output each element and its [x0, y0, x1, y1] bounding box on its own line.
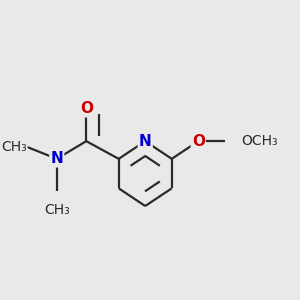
- Text: CH₃: CH₃: [44, 203, 70, 218]
- Text: CH₃: CH₃: [1, 140, 27, 154]
- Text: O: O: [80, 101, 93, 116]
- Text: N: N: [50, 151, 63, 166]
- Text: OCH₃: OCH₃: [241, 134, 278, 148]
- Text: N: N: [139, 134, 152, 149]
- Text: O: O: [192, 134, 205, 149]
